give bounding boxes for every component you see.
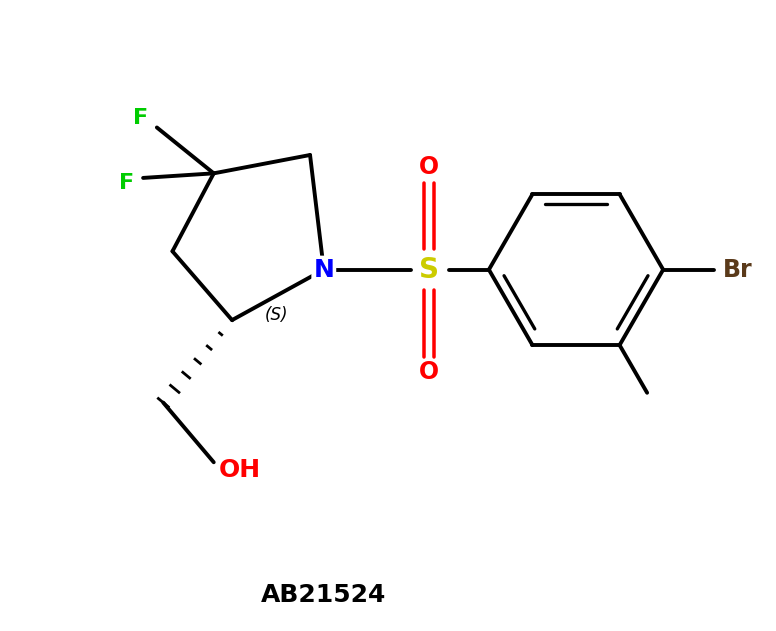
Text: AB21524: AB21524 bbox=[261, 583, 386, 607]
Text: N: N bbox=[314, 257, 334, 281]
Text: F: F bbox=[119, 172, 134, 192]
Text: O: O bbox=[419, 155, 439, 179]
Text: F: F bbox=[133, 109, 148, 128]
Text: Br: Br bbox=[722, 257, 753, 281]
Text: S: S bbox=[419, 256, 439, 284]
Text: OH: OH bbox=[218, 457, 261, 481]
Text: (S): (S) bbox=[265, 307, 288, 324]
Text: O: O bbox=[419, 360, 439, 384]
